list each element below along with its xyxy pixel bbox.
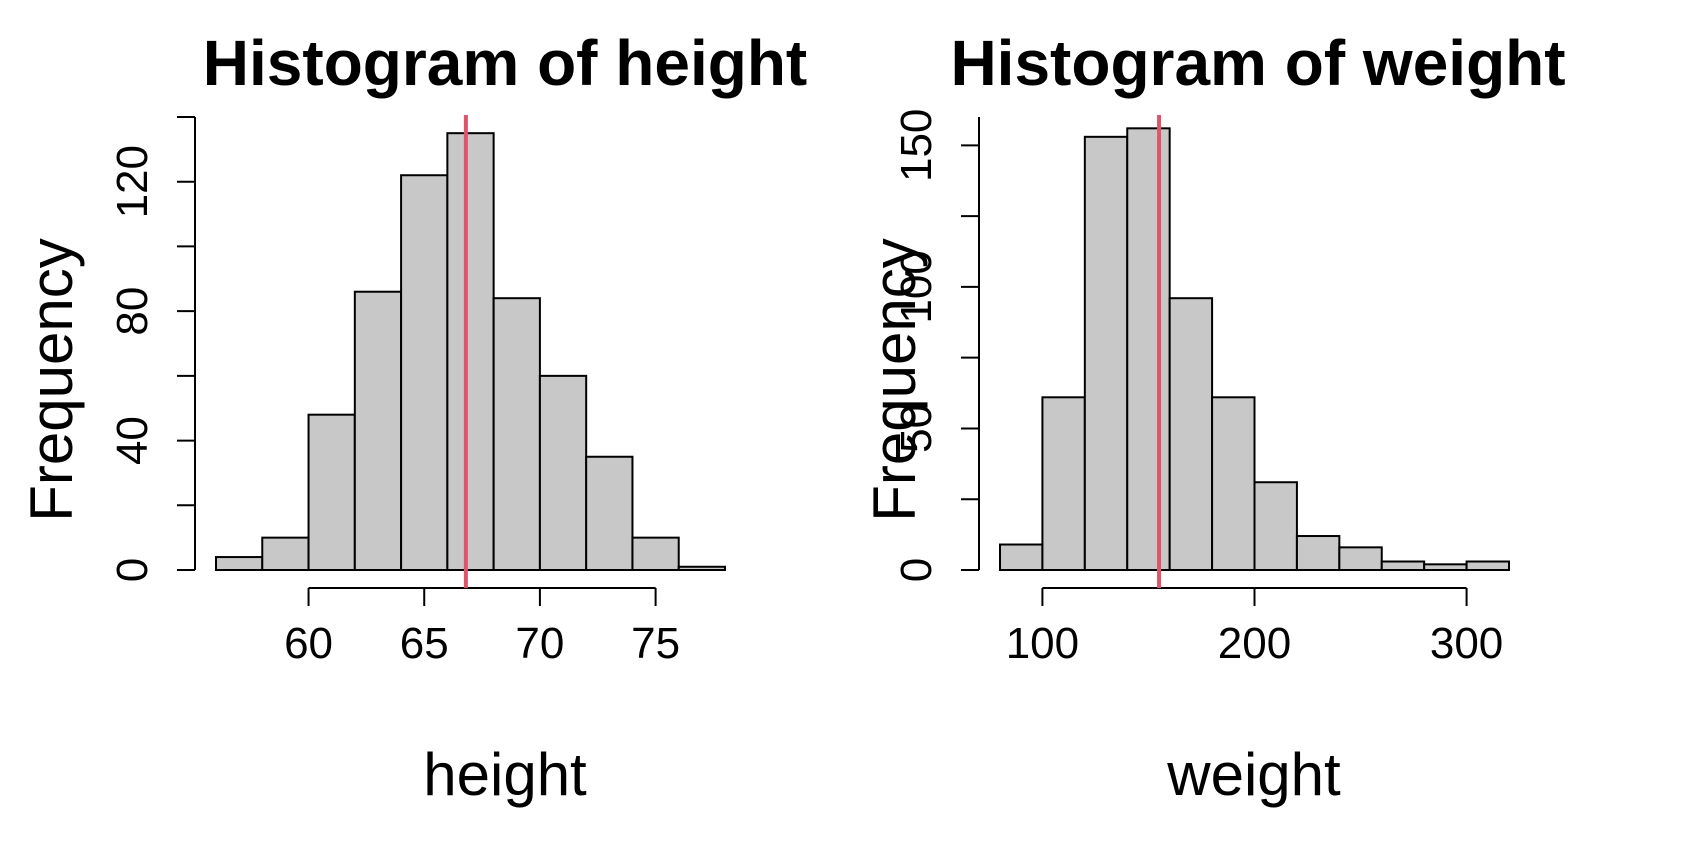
histogram-bar (1253, 481, 1298, 572)
x-tick-label: 300 (1430, 619, 1503, 668)
histogram-bar (1126, 127, 1171, 571)
x-tick-label: 70 (515, 619, 564, 668)
bars (999, 127, 1511, 572)
y-tick-label: 100 (892, 250, 941, 323)
x-tick-label: 75 (631, 619, 680, 668)
histogram-bar (307, 413, 356, 571)
y-tick-label: 0 (108, 558, 157, 582)
y-axis: 0 40 80 120 (108, 116, 196, 582)
histogram-bar (1295, 535, 1341, 572)
histogram-bar (492, 297, 541, 571)
histogram-bar (1423, 563, 1468, 572)
y-axis-label: Frequency (861, 238, 928, 521)
histogram-bar (1338, 546, 1383, 571)
histogram-bar (1041, 396, 1086, 572)
x-axis: 60 65 70 75 (284, 587, 680, 668)
y-tick-label: 120 (108, 145, 157, 218)
histogram-bar (1083, 135, 1129, 571)
y-tick-label: 40 (108, 416, 157, 465)
x-axis-label: height (423, 741, 587, 808)
histogram-bar (446, 132, 495, 572)
histogram-bar (400, 174, 449, 571)
y-tick-label: 150 (892, 109, 941, 182)
x-tick-label: 65 (400, 619, 449, 668)
y-tick-label: 50 (892, 404, 941, 453)
histogram-bar (631, 536, 680, 572)
y-tick-label: 80 (108, 287, 157, 336)
chart-title: Histogram of weight (950, 27, 1565, 99)
histogram-bar (999, 543, 1044, 571)
y-axis-label: Frequency (18, 238, 85, 521)
height-histogram-panel: Histogram of height height Frequency 60 6… (18, 27, 807, 808)
histogram-bar (261, 536, 310, 572)
y-tick-label: 0 (892, 558, 941, 582)
bars (215, 132, 727, 572)
chart-title: Histogram of height (203, 27, 807, 99)
x-axis-label: weight (1166, 741, 1341, 808)
x-tick-label: 60 (284, 619, 333, 668)
weight-histogram-panel: Histogram of weight weight Frequency 100… (861, 27, 1566, 808)
histogram-bar (1168, 297, 1214, 571)
histogram-bar (677, 565, 727, 571)
histogram-bar (1211, 396, 1256, 572)
x-tick-label: 200 (1218, 619, 1291, 668)
histogram-bar (215, 556, 264, 571)
x-tick-label: 100 (1006, 619, 1079, 668)
x-axis: 100 200 300 (1006, 587, 1503, 668)
histogram-bar (1465, 560, 1511, 571)
histogram-bar (353, 290, 403, 571)
histogram-bar (538, 374, 588, 571)
y-axis: 0 50 100 150 (892, 109, 980, 582)
histogram-bar (1380, 560, 1426, 571)
histogram-bar (585, 455, 634, 571)
